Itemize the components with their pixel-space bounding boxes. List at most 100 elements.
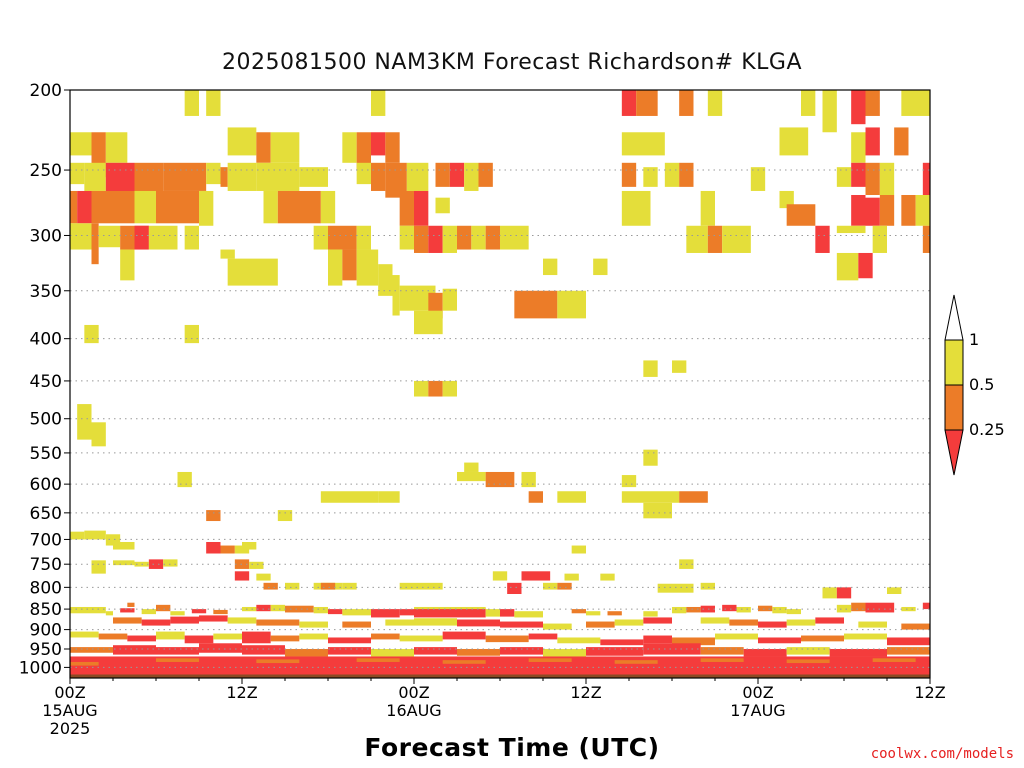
- heatmap-cell: [70, 647, 113, 653]
- heatmap-cell: [356, 132, 371, 171]
- heatmap-cell: [736, 606, 751, 613]
- heatmap-cell: [858, 252, 873, 279]
- heatmap-cell: [148, 559, 164, 569]
- heatmap-cell: [772, 606, 787, 614]
- heatmap-cell: [758, 621, 787, 628]
- y-tick-label: 950: [30, 640, 62, 660]
- heatmap-cell: [715, 633, 758, 640]
- heatmap-cell: [270, 132, 300, 163]
- heatmap-cell: [206, 510, 221, 522]
- heatmap-cell: [686, 606, 701, 613]
- heatmap-cell: [342, 132, 357, 163]
- heatmap-cell: [91, 560, 106, 574]
- heatmap-cell: [177, 471, 192, 488]
- heatmap-cell: [256, 619, 300, 626]
- heatmap-cell: [385, 162, 407, 198]
- heatmap-cell: [557, 290, 586, 319]
- heatmap-cell: [435, 162, 450, 187]
- chart-title: 2025081500 NAM3KM Forecast Richardson# K…: [221, 50, 803, 75]
- heatmap-cell: [679, 90, 694, 116]
- heatmap-cell: [170, 611, 185, 616]
- heatmap-cell: [586, 647, 644, 656]
- heatmap-cell: [105, 132, 128, 163]
- heatmap-cell: [356, 225, 371, 250]
- heatmap-cell: [299, 633, 328, 640]
- heatmap-cell: [414, 608, 486, 618]
- y-tick-label: 550: [30, 444, 62, 464]
- heatmap-cell: [786, 204, 816, 226]
- heatmap-cell: [148, 225, 178, 250]
- heatmap-cell: [342, 621, 371, 628]
- x-axis-label: Forecast Time (UTC): [364, 733, 660, 762]
- credit-link[interactable]: coolwx.com/models: [870, 746, 1014, 762]
- heatmap-cell: [70, 631, 99, 638]
- heatmap-cell: [672, 637, 715, 646]
- heatmap-cell: [543, 623, 572, 630]
- heatmap-cell: [442, 380, 457, 397]
- heatmap-cell: [851, 194, 866, 226]
- heatmap-cell: [722, 604, 737, 612]
- heatmap-cell: [77, 404, 92, 440]
- heatmap-cell: [242, 541, 257, 550]
- heatmap-cell: [285, 582, 300, 590]
- y-tick-label: 500: [30, 410, 62, 430]
- heatmap-cell: [557, 582, 572, 590]
- heatmap-cell: [593, 258, 608, 276]
- heatmap-cell: [743, 648, 787, 657]
- heatmap-cell: [256, 132, 271, 163]
- heatmap-cell: [528, 633, 558, 640]
- heatmap-cell: [442, 631, 486, 640]
- heatmap-cell: [901, 606, 916, 612]
- heatmap-cell: [320, 491, 379, 503]
- heatmap-cell: [256, 659, 300, 664]
- heatmap-cell: [213, 633, 242, 640]
- heatmap-cell: [758, 637, 801, 644]
- heatmap-cell: [435, 197, 450, 214]
- heatmap-cell: [707, 225, 723, 253]
- heatmap-cell: [70, 223, 92, 250]
- heatmap-cell: [836, 604, 852, 613]
- heatmap-cell: [141, 619, 171, 626]
- heatmap-cell: [514, 611, 543, 618]
- heatmap-cell: [227, 258, 278, 286]
- heatmap-cell: [607, 611, 622, 616]
- heatmap-cell: [457, 471, 486, 482]
- x-tick-label: 16AUG: [386, 701, 441, 720]
- heatmap-cell: [213, 609, 228, 615]
- heatmap-cell: [851, 90, 866, 125]
- heatmap-cell: [543, 582, 558, 590]
- heatmap-cell: [600, 573, 615, 581]
- heatmap-cell: [449, 162, 465, 187]
- heatmap-cell: [141, 609, 156, 615]
- heatmap-cell: [134, 225, 149, 250]
- heatmap-cell: [227, 162, 257, 191]
- heatmap-cell: [277, 510, 293, 522]
- heatmap-cell: [371, 648, 414, 657]
- heatmap-cell: [98, 225, 121, 248]
- heatmap-cell: [679, 162, 694, 187]
- heatmap-cell: [328, 609, 343, 615]
- x-tick-label: 15AUG: [42, 701, 97, 720]
- heatmap-cell: [328, 637, 371, 644]
- x-tick-label: 17AUG: [730, 701, 785, 720]
- heatmap-cell: [184, 225, 199, 250]
- heatmap-cell: [392, 275, 400, 316]
- heatmap-cell: [700, 658, 744, 662]
- heatmap-cell: [242, 645, 285, 655]
- heatmap-cell: [700, 647, 744, 655]
- heatmap-cell: [91, 223, 99, 265]
- heatmap-cell: [127, 635, 156, 642]
- heatmap-cell: [84, 530, 106, 540]
- gridlines: [70, 169, 930, 668]
- heatmap-cell: [836, 587, 852, 599]
- heatmap-cell: [836, 225, 866, 234]
- y-tick-label: 400: [30, 330, 62, 350]
- heatmap-cell: [70, 531, 85, 540]
- heatmap-cell: [91, 606, 106, 614]
- heatmap-cell: [485, 471, 515, 488]
- heatmap-cell: [414, 647, 457, 655]
- heatmap-cell: [621, 491, 680, 503]
- heatmap-cell: [521, 471, 536, 488]
- colorbar-bin: [944, 384, 964, 431]
